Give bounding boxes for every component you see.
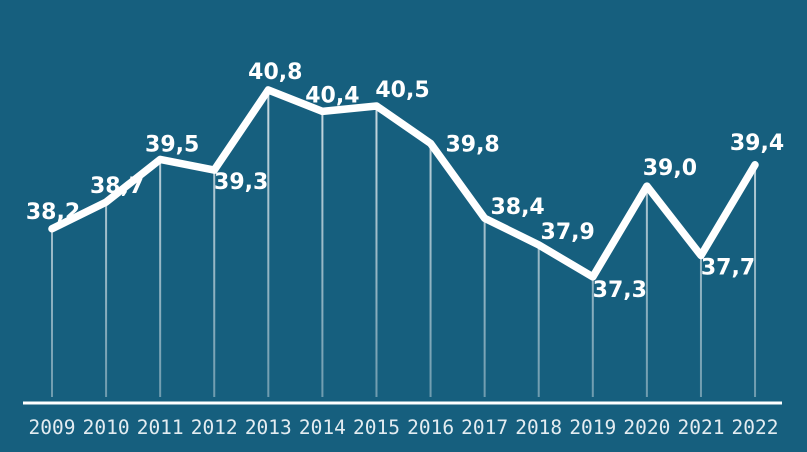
year-tick-label: 2011 xyxy=(137,416,184,439)
year-tick-label: 2010 xyxy=(83,416,130,439)
year-tick-label: 2019 xyxy=(569,416,616,439)
year-tick-label: 2020 xyxy=(623,416,670,439)
value-label: 39,8 xyxy=(445,132,499,157)
value-label: 40,5 xyxy=(375,78,429,103)
year-tick-label: 2021 xyxy=(678,416,725,439)
value-label: 38,7 xyxy=(90,174,144,199)
value-label: 40,8 xyxy=(248,60,302,85)
year-tick-label: 2016 xyxy=(407,416,454,439)
year-tick-label: 2015 xyxy=(353,416,400,439)
value-label: 37,7 xyxy=(701,256,755,281)
year-tick-label: 2013 xyxy=(245,416,292,439)
year-tick-label: 2018 xyxy=(515,416,562,439)
year-tick-label: 2012 xyxy=(191,416,238,439)
year-tick-label: 2014 xyxy=(299,416,346,439)
year-tick-label: 2017 xyxy=(461,416,508,439)
value-label: 39,4 xyxy=(730,131,784,156)
value-label: 38,4 xyxy=(490,195,544,220)
value-label: 39,3 xyxy=(214,170,268,195)
value-label: 39,0 xyxy=(643,156,697,181)
year-tick-label: 2022 xyxy=(732,416,779,439)
year-tick-label: 2009 xyxy=(29,416,76,439)
trend-line xyxy=(48,86,759,281)
value-label: 38,2 xyxy=(26,200,80,225)
value-label: 37,9 xyxy=(541,220,595,245)
value-label: 39,5 xyxy=(145,132,199,157)
value-label: 40,4 xyxy=(305,83,359,108)
value-label: 37,3 xyxy=(593,278,647,303)
